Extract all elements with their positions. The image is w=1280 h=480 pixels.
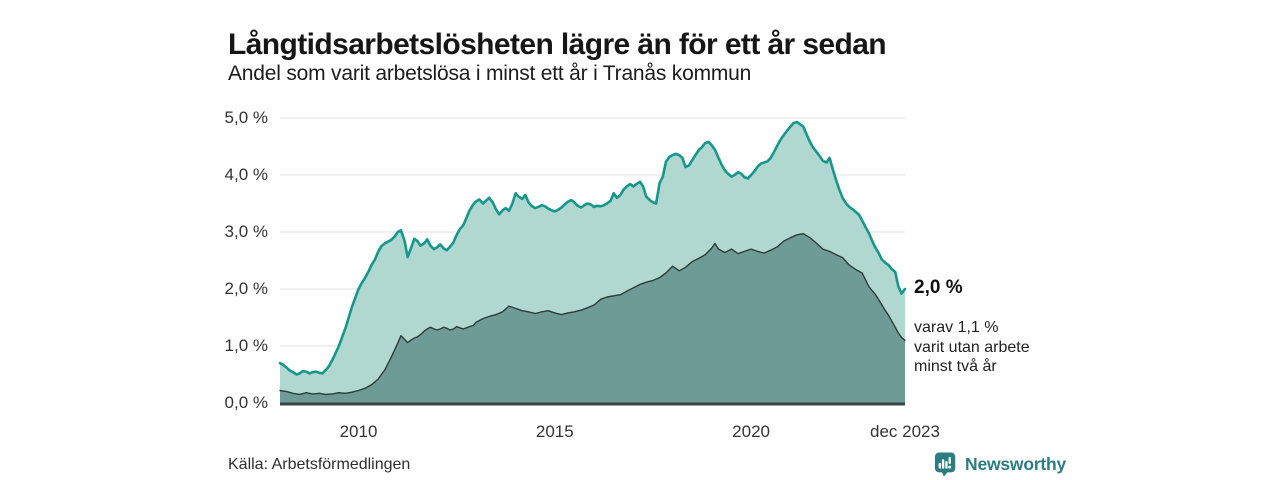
y-axis-tick-label: 2,0 % (224, 279, 268, 298)
newsworthy-brand: Newsworthy (934, 451, 1066, 478)
sublabel-line: varit utan arbete (914, 338, 1030, 356)
newsworthy-logo-text: Newsworthy (965, 454, 1067, 474)
sublabel-line: varav 1,1 % (914, 319, 999, 336)
source-note: Källa: Arbetsförmedlingen (228, 456, 411, 473)
y-axis-tick-label: 1,0 % (224, 336, 268, 355)
y-axis-tick-label: 0,0 % (224, 393, 268, 412)
x-axis-tick-label: 2020 (732, 422, 770, 441)
end-value-label: 2,0 % (914, 277, 963, 298)
sublabel-line: minst två år (914, 358, 997, 375)
page-title: Långtidsarbetslösheten lägre än för ett … (228, 28, 887, 62)
x-axis-tick-label: 2010 (339, 422, 378, 441)
newsworthy-logo-icon (934, 452, 956, 477)
x-axis-tick-label: 2015 (535, 422, 574, 441)
y-axis-tick-label: 5,0 % (224, 108, 268, 127)
y-axis-tick-label: 3,0 % (224, 222, 268, 241)
x-axis-tick-label: dec 2023 (870, 422, 940, 441)
end-value-sublabel: varav 1,1 % varit utan arbete minst två … (914, 318, 1030, 377)
y-axis-tick-label: 4,0 % (224, 165, 268, 184)
chart-subtitle: Andel som varit arbetslösa i minst ett å… (228, 62, 752, 85)
